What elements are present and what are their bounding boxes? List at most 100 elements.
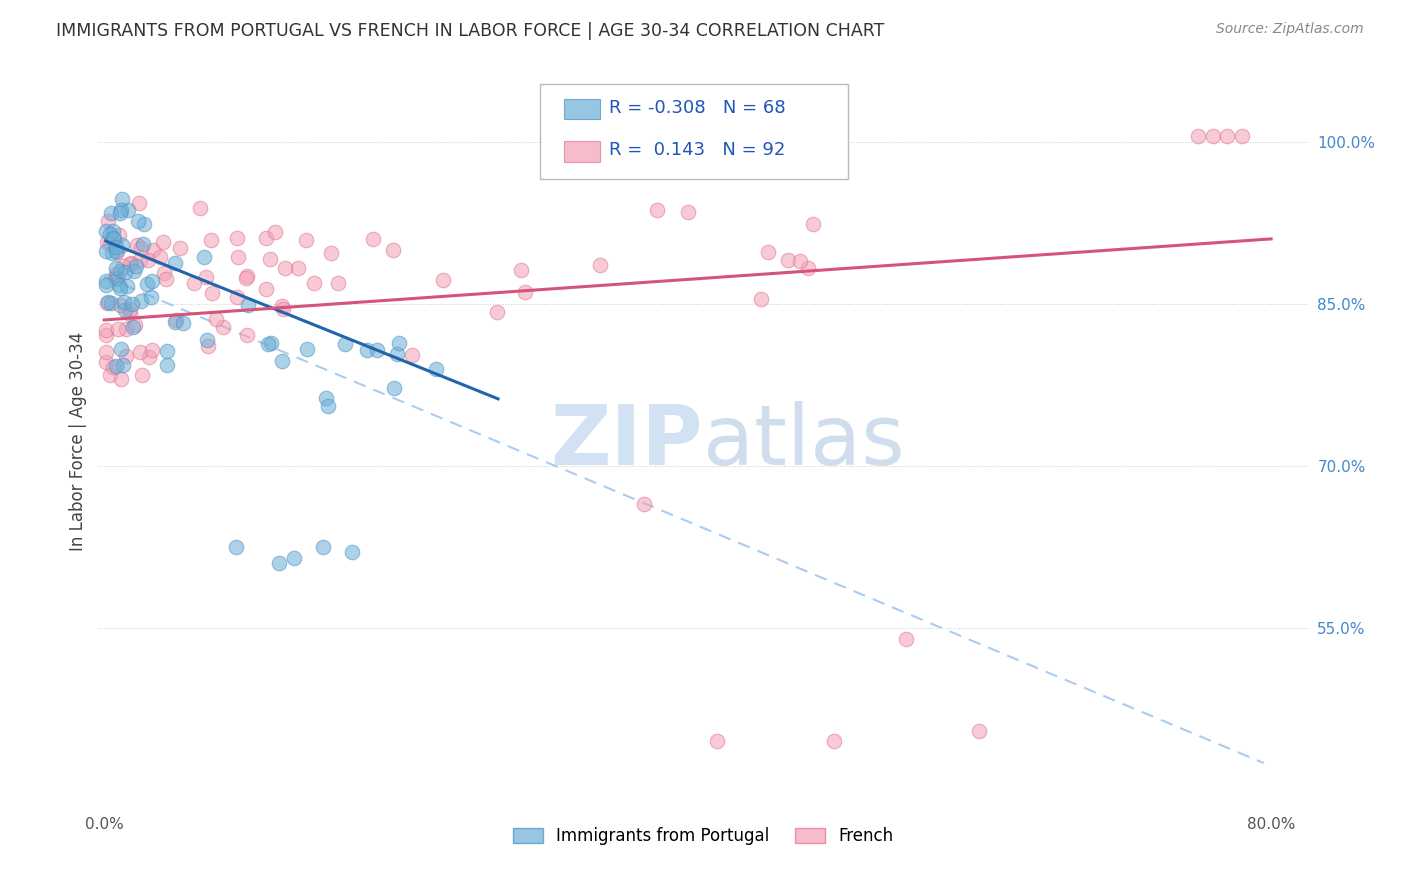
Point — [94, 328, 117, 343]
Point — [342, 545, 364, 559]
Point — [104, 267, 127, 281]
Point — [98, 368, 121, 382]
Point — [141, 343, 163, 357]
Point — [132, 217, 155, 231]
Point — [115, 321, 138, 335]
Point — [211, 320, 233, 334]
Point — [163, 315, 186, 329]
Point — [197, 339, 219, 353]
Point — [183, 277, 205, 291]
Point — [129, 252, 152, 267]
Point — [118, 257, 141, 271]
Point — [96, 224, 118, 238]
Point — [111, 237, 134, 252]
Point — [169, 241, 191, 255]
Point — [110, 281, 132, 295]
Point — [645, 202, 668, 217]
Point — [111, 358, 134, 372]
Point — [103, 270, 125, 285]
Text: R =  0.143   N = 92: R = 0.143 N = 92 — [609, 141, 785, 159]
Point — [111, 259, 134, 273]
Point — [205, 311, 228, 326]
Point — [226, 290, 249, 304]
Text: IMMIGRANTS FROM PORTUGAL VS FRENCH IN LABOR FORCE | AGE 30-34 CORRELATION CHART: IMMIGRANTS FROM PORTUGAL VS FRENCH IN LA… — [56, 22, 884, 40]
Point — [896, 632, 918, 646]
Point — [225, 540, 247, 554]
Point — [287, 260, 309, 275]
Point — [114, 302, 136, 317]
Point — [105, 270, 128, 285]
Point — [108, 278, 131, 293]
Point — [801, 217, 824, 231]
Point — [94, 278, 117, 293]
Point — [510, 262, 533, 277]
Point — [149, 250, 172, 264]
Point — [749, 292, 772, 306]
Point — [138, 350, 160, 364]
Point — [260, 336, 283, 351]
Point — [294, 233, 316, 247]
Point — [283, 550, 305, 565]
Point — [1216, 129, 1239, 144]
Point — [236, 327, 259, 342]
Point — [136, 277, 159, 291]
Point — [107, 228, 129, 243]
Point — [271, 299, 294, 313]
Point — [225, 231, 247, 245]
Point — [312, 540, 335, 554]
Point — [259, 252, 281, 266]
Point — [319, 246, 342, 260]
Point — [226, 250, 249, 264]
Point — [271, 354, 294, 368]
Point — [382, 243, 405, 257]
Point — [108, 263, 131, 277]
Point — [105, 359, 128, 373]
Point — [101, 246, 124, 260]
Point — [104, 260, 127, 275]
Point — [114, 349, 136, 363]
Point — [257, 337, 280, 351]
Point — [778, 252, 800, 267]
Point — [110, 372, 132, 386]
Point — [97, 294, 120, 309]
Point — [318, 399, 340, 413]
Point — [195, 333, 218, 347]
Point — [108, 205, 131, 219]
Point — [254, 282, 277, 296]
Point — [156, 343, 179, 358]
FancyBboxPatch shape — [540, 84, 848, 178]
Point — [264, 225, 287, 239]
Point — [125, 237, 148, 252]
Point — [295, 342, 318, 356]
Point — [98, 227, 121, 241]
Point — [122, 264, 145, 278]
Point — [432, 273, 454, 287]
Point — [188, 201, 211, 215]
Point — [129, 344, 152, 359]
Point — [254, 231, 277, 245]
Point — [101, 224, 124, 238]
Legend: Immigrants from Portugal, French: Immigrants from Portugal, French — [506, 820, 900, 852]
Point — [100, 296, 122, 310]
Point — [172, 316, 194, 330]
Point — [124, 318, 146, 333]
Text: Source: ZipAtlas.com: Source: ZipAtlas.com — [1216, 22, 1364, 37]
Point — [388, 335, 411, 350]
Point — [97, 213, 120, 227]
Point — [103, 360, 125, 375]
Point — [236, 298, 259, 312]
Point — [129, 242, 152, 256]
Point — [131, 368, 153, 382]
Point — [131, 237, 153, 252]
Point — [96, 296, 118, 310]
Point — [96, 345, 118, 359]
Point — [706, 734, 728, 748]
Point — [315, 391, 337, 405]
Text: atlas: atlas — [703, 401, 904, 482]
Point — [235, 271, 257, 285]
Point — [94, 323, 117, 337]
Point — [103, 232, 125, 246]
Point — [94, 355, 117, 369]
Point — [98, 235, 121, 250]
Point — [153, 266, 176, 280]
